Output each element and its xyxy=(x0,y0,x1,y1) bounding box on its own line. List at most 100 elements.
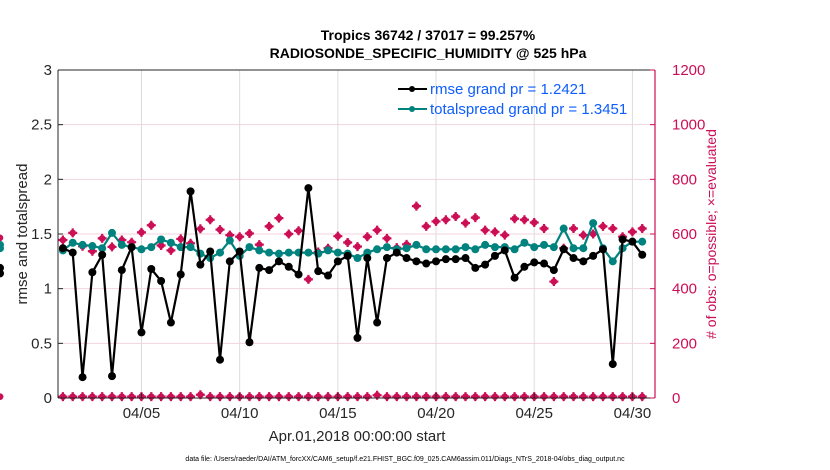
x-tick-label: 04/10 xyxy=(221,405,259,422)
obs-marker-cross xyxy=(323,392,333,402)
evaluated-obs-point xyxy=(578,230,588,240)
totalspread-point xyxy=(402,244,411,253)
rmse-point xyxy=(255,263,264,272)
obs-marker-cross xyxy=(588,229,598,239)
rmse-point xyxy=(579,257,588,266)
totalspread-point xyxy=(549,243,558,252)
totalspread-point xyxy=(88,242,97,251)
rmse-point xyxy=(324,271,333,280)
rmse-point xyxy=(274,257,283,266)
evaluated-obs-point xyxy=(519,215,529,225)
obs-marker-cross xyxy=(58,235,68,245)
obs-marker-cross xyxy=(637,392,647,402)
possible-obs-point xyxy=(166,392,176,402)
obs-marker-cross xyxy=(411,201,421,211)
obs-marker-cross xyxy=(136,227,146,237)
possible-obs-point xyxy=(78,392,88,402)
evaluated-obs-point xyxy=(264,221,274,231)
rmse-point xyxy=(441,255,450,264)
possible-obs-point xyxy=(254,392,264,402)
rmse-point xyxy=(510,273,519,282)
obs-marker-cross xyxy=(549,392,559,402)
possible-obs-point xyxy=(372,390,382,400)
totalspread-point xyxy=(245,243,254,252)
obs-marker-cross xyxy=(166,245,176,255)
obs-marker-cross xyxy=(402,392,412,402)
obs-marker-dot xyxy=(0,234,4,242)
obs-marker-cross xyxy=(68,228,78,238)
evaluated-obs-point xyxy=(529,218,539,228)
rmse-point xyxy=(294,270,303,279)
totalspread-point xyxy=(481,240,490,249)
totalspread-point xyxy=(638,237,647,246)
obs-marker-cross xyxy=(519,392,529,402)
evaluated-obs-point xyxy=(107,242,117,252)
evaluated-obs-point xyxy=(480,225,490,235)
possible-obs-point xyxy=(244,392,254,402)
totalspread-point xyxy=(98,244,107,253)
evaluated-obs-point xyxy=(627,227,637,237)
rmse-point xyxy=(451,255,460,264)
rmse-point xyxy=(58,244,67,253)
rmse-point xyxy=(333,257,342,266)
possible-obs-point xyxy=(470,392,480,402)
possible-obs-point xyxy=(519,392,529,402)
obs-marker-cross xyxy=(343,392,353,402)
possible-obs-point xyxy=(323,392,333,402)
obs-marker-cross xyxy=(480,225,490,235)
possible-obs-point xyxy=(87,392,97,402)
possible-obs-point xyxy=(362,392,372,402)
totalspread-point xyxy=(520,238,529,247)
evaluated-obs-point xyxy=(284,229,294,239)
rmse-point xyxy=(88,268,97,277)
possible-obs-point xyxy=(97,392,107,402)
y-tick-label: 2 xyxy=(44,171,52,188)
evaluated-obs-point xyxy=(539,224,549,234)
rmse-point xyxy=(353,333,362,342)
possible-obs-point xyxy=(264,392,274,402)
chart-title: Tropics 36742 / 37017 = 99.257% xyxy=(321,27,536,43)
evaluated-obs-point xyxy=(441,215,451,225)
rmse-point xyxy=(68,248,77,257)
ticks: 0 0.5 1 1.5 2 2.5 3 0 200 400 600 800 1000 1200 04/05 0… xyxy=(31,62,705,422)
rmse-point xyxy=(530,258,539,267)
totalspread-point xyxy=(559,224,568,233)
totalspread-point xyxy=(412,240,421,249)
possible-obs-point xyxy=(127,392,137,402)
y-right-tick-label: 400 xyxy=(672,281,697,298)
obs-marker-cross xyxy=(352,392,362,402)
obs-marker-cross xyxy=(87,392,97,402)
rmse-point xyxy=(373,318,382,327)
totalspread-point xyxy=(608,257,617,266)
y-tick-label: 3 xyxy=(44,62,52,79)
obs-marker-cross xyxy=(470,392,480,402)
obs-marker-cross xyxy=(539,392,549,402)
obs-marker-cross xyxy=(627,227,637,237)
obs-marker-cross xyxy=(333,231,343,241)
obs-marker-cross xyxy=(470,213,480,223)
obs-marker-cross xyxy=(244,228,254,238)
possible-obs-point xyxy=(411,392,421,402)
obs-marker-cross xyxy=(205,215,215,225)
rmse-point xyxy=(137,328,146,337)
series-layer xyxy=(0,184,647,402)
totalspread-point xyxy=(78,240,87,249)
possible-obs-point xyxy=(598,392,608,402)
totalspread-point xyxy=(530,243,539,252)
rmse-point xyxy=(108,372,117,381)
possible-obs-point xyxy=(637,392,647,402)
rmse-point xyxy=(500,246,509,255)
obs-marker-cross xyxy=(235,232,245,242)
possible-obs-point xyxy=(382,392,392,402)
obs-marker-cross xyxy=(372,225,382,235)
evaluated-obs-point xyxy=(637,224,647,234)
obs-marker-cross xyxy=(107,392,117,402)
obs-marker-cross xyxy=(284,392,294,402)
evaluated-obs-point xyxy=(68,228,78,238)
totalspread-point xyxy=(274,249,283,258)
possible-obs-point xyxy=(284,392,294,402)
chart-subtitle: RADIOSONDE_SPECIFIC_HUMIDITY @ 525 hPa xyxy=(270,45,587,61)
totalspread-point xyxy=(157,235,166,244)
possible-obs-point xyxy=(156,392,166,402)
obs-marker-cross xyxy=(186,392,196,402)
